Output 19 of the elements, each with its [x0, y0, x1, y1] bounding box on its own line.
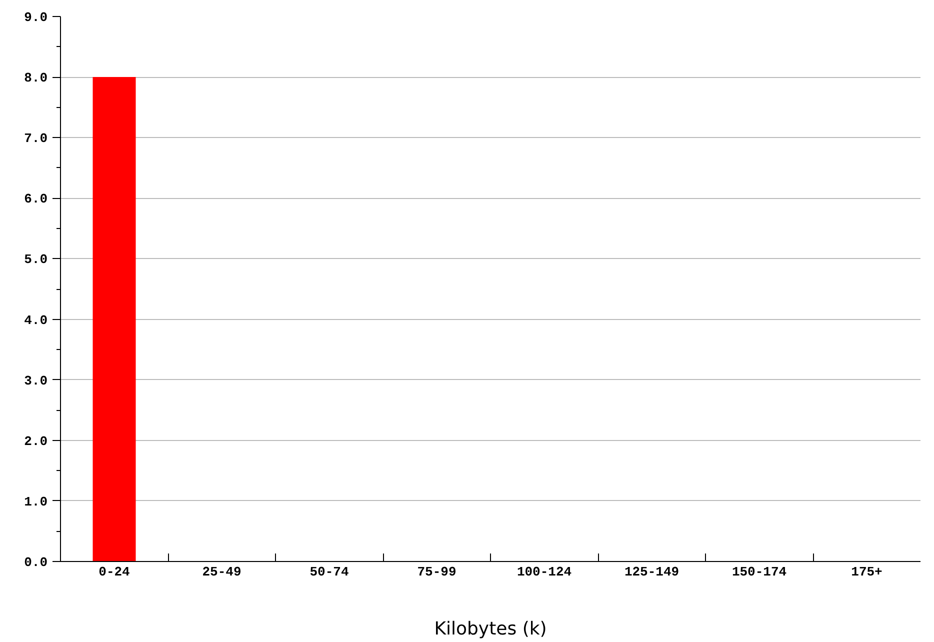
y-tick-label: 1.0 [24, 494, 48, 510]
y-tick-label: 8.0 [24, 70, 48, 86]
y-tick-label: 2.0 [24, 434, 48, 449]
x-tick-label: 150-174 [732, 564, 787, 580]
x-tick-label: 100-124 [516, 564, 572, 580]
x-tick-label: 0-24 [98, 564, 130, 580]
y-tick-label: 6.0 [24, 192, 48, 207]
x-tick-label: 25-49 [202, 564, 242, 580]
x-tick-label: 125-149 [624, 564, 680, 580]
y-tick-label: 0.0 [24, 555, 48, 570]
x-tick-label: 50-74 [310, 564, 349, 580]
y-tick-label: 7.0 [24, 131, 48, 146]
x-axis-title: Kilobytes (k) [434, 618, 547, 640]
y-tick-label: 9.0 [24, 10, 48, 25]
x-tick-label: 175+ [851, 564, 883, 580]
y-tick-label: 4.0 [24, 312, 48, 328]
y-tick-label: 3.0 [24, 373, 48, 388]
x-tick-label: 75-99 [417, 564, 456, 580]
y-tick-label: 5.0 [24, 252, 48, 268]
